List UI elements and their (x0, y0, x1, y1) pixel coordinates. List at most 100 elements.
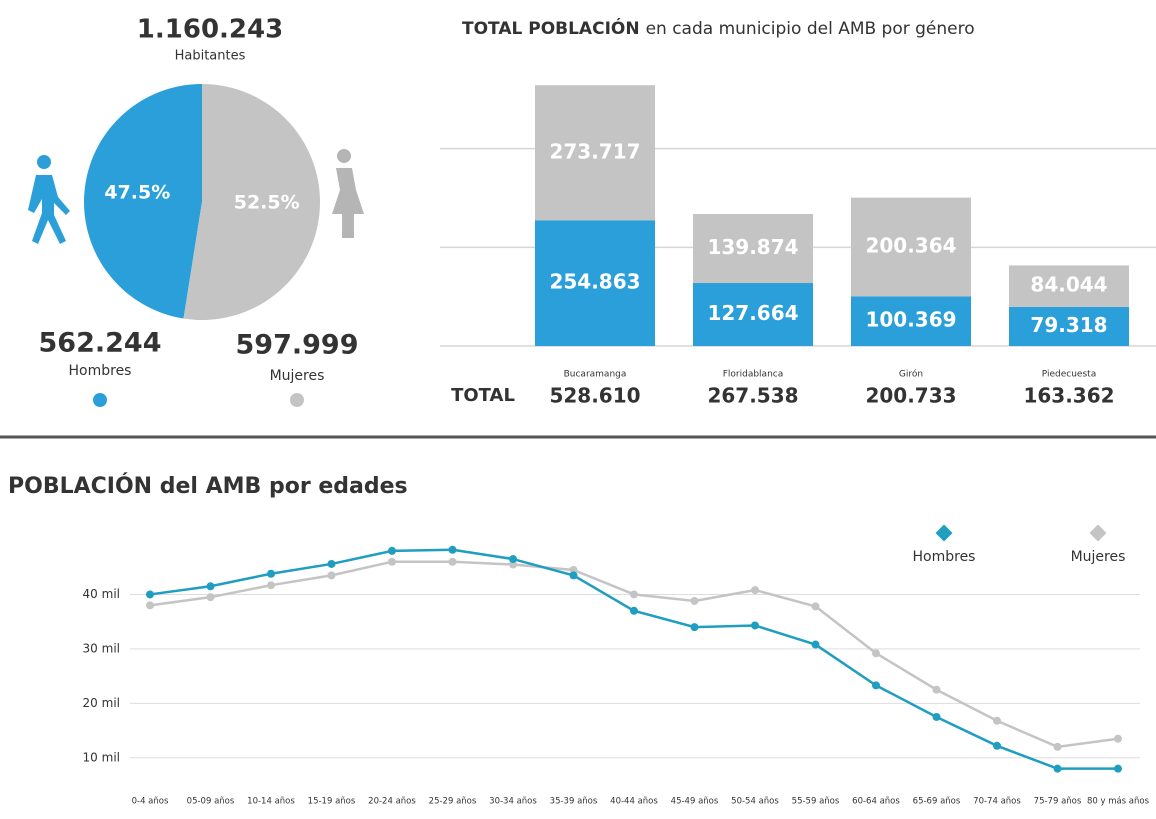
bar-segment (535, 85, 655, 221)
point (388, 557, 396, 566)
point (630, 606, 638, 615)
point (448, 545, 457, 554)
bar-segment (535, 220, 655, 346)
point (206, 582, 215, 591)
point (146, 601, 154, 610)
point (1053, 742, 1062, 751)
bar-segment (693, 214, 813, 284)
point (569, 571, 578, 580)
bar-segment (851, 197, 971, 297)
line (149, 560, 1119, 749)
total-value: 267.538 (707, 384, 798, 408)
y-tick-label: 10 mil (83, 750, 120, 764)
point (327, 559, 336, 568)
point (1114, 734, 1122, 743)
bar-value-label: 273.717 (549, 139, 640, 163)
x-tick-label: 50-54 años (731, 797, 779, 807)
line-title: POBLACIÓN del AMB por edades (8, 473, 408, 499)
count-label: 562.244 (39, 328, 162, 359)
legend-label: Hombres (913, 549, 976, 565)
point (267, 581, 275, 590)
point (751, 621, 759, 630)
x-tick-label: 45-49 años (671, 797, 719, 807)
bar-title-bold: TOTAL POBLACIÓN (462, 17, 640, 39)
bar-value-label: 254.863 (549, 270, 640, 294)
total-value: 163.362 (1023, 384, 1114, 408)
point (993, 741, 1001, 750)
x-tick-label: 80 y más años (1087, 797, 1150, 807)
legend-label: Hombres (69, 363, 132, 379)
x-tick-label: 75-79 años (1034, 797, 1082, 807)
bar-segment (1009, 265, 1129, 307)
total-value: 528.610 (549, 384, 640, 408)
pie-title: 1.160.243 (137, 15, 283, 45)
legend-label: Mujeres (270, 368, 325, 384)
x-tick-label: Girón (899, 369, 923, 380)
x-tick-label: Bucaramanga (564, 370, 627, 380)
point (448, 557, 457, 566)
x-tick-label: 70-74 años (973, 797, 1021, 807)
line (149, 548, 1118, 770)
bar-segment (693, 283, 813, 346)
x-tick-label: 55-59 años (792, 797, 840, 807)
legend-label: Mujeres (1071, 549, 1126, 565)
bar-segment (1009, 306, 1129, 346)
pie-slice (183, 84, 321, 320)
x-tick-label: 35-39 años (550, 797, 598, 807)
bar-segment (851, 296, 971, 346)
x-tick-label: Floridablanca (723, 370, 784, 380)
point (690, 596, 699, 605)
bar-title-rest: en cada municipio del AMB por género (646, 19, 975, 39)
point (630, 590, 638, 599)
point (872, 681, 880, 690)
x-tick-label: 30-34 años (489, 797, 537, 807)
legend-marker (935, 524, 953, 542)
point (751, 586, 759, 595)
y-tick-label: 20 mil (83, 696, 120, 710)
point (1053, 764, 1062, 773)
bar-value-label: 127.664 (707, 301, 798, 325)
female-icon (332, 149, 364, 238)
x-tick-label: 20-24 años (368, 797, 416, 807)
y-tick-label: 40 mil (83, 587, 120, 601)
point (932, 685, 941, 694)
legend-dot (290, 393, 304, 407)
bar-value-label: 200.364 (865, 234, 956, 258)
point (811, 640, 820, 649)
x-tick-label: 0-4 años (132, 797, 169, 807)
bar-value-label: 139.874 (707, 235, 798, 259)
pie-label: 52.5% (234, 192, 300, 214)
point (388, 546, 396, 555)
pie-label: 47.5% (104, 181, 170, 203)
point (872, 649, 880, 658)
legend-marker (1089, 524, 1107, 542)
point (206, 593, 215, 602)
x-tick-label: Piedecuesta (1042, 370, 1096, 380)
x-tick-label: 25-29 años (429, 797, 477, 807)
point (509, 555, 517, 564)
legend-dot (93, 393, 107, 407)
x-tick-label: 60-64 años (852, 797, 900, 807)
count-label: 597.999 (236, 330, 359, 361)
point (327, 571, 336, 580)
y-tick-label: 30 mil (83, 641, 120, 655)
x-tick-label: 15-19 años (308, 797, 356, 807)
x-tick-label: 05-09 años (187, 797, 235, 807)
point (1114, 764, 1122, 773)
x-tick-label: 65-69 años (913, 797, 961, 807)
point (993, 716, 1001, 725)
bar-value-label: 84.044 (1030, 273, 1107, 297)
bar-value-label: 100.369 (865, 308, 956, 332)
point (267, 569, 275, 578)
male-icon (28, 155, 70, 244)
point (690, 623, 699, 632)
x-tick-label: 10-14 años (247, 797, 295, 807)
pie-subtitle: Habitantes (175, 49, 246, 64)
point (811, 602, 820, 611)
point (146, 590, 154, 599)
x-tick-label: 40-44 años (610, 797, 658, 807)
total-label: TOTAL (451, 385, 515, 406)
point (932, 712, 941, 721)
total-value: 200.733 (865, 384, 956, 408)
